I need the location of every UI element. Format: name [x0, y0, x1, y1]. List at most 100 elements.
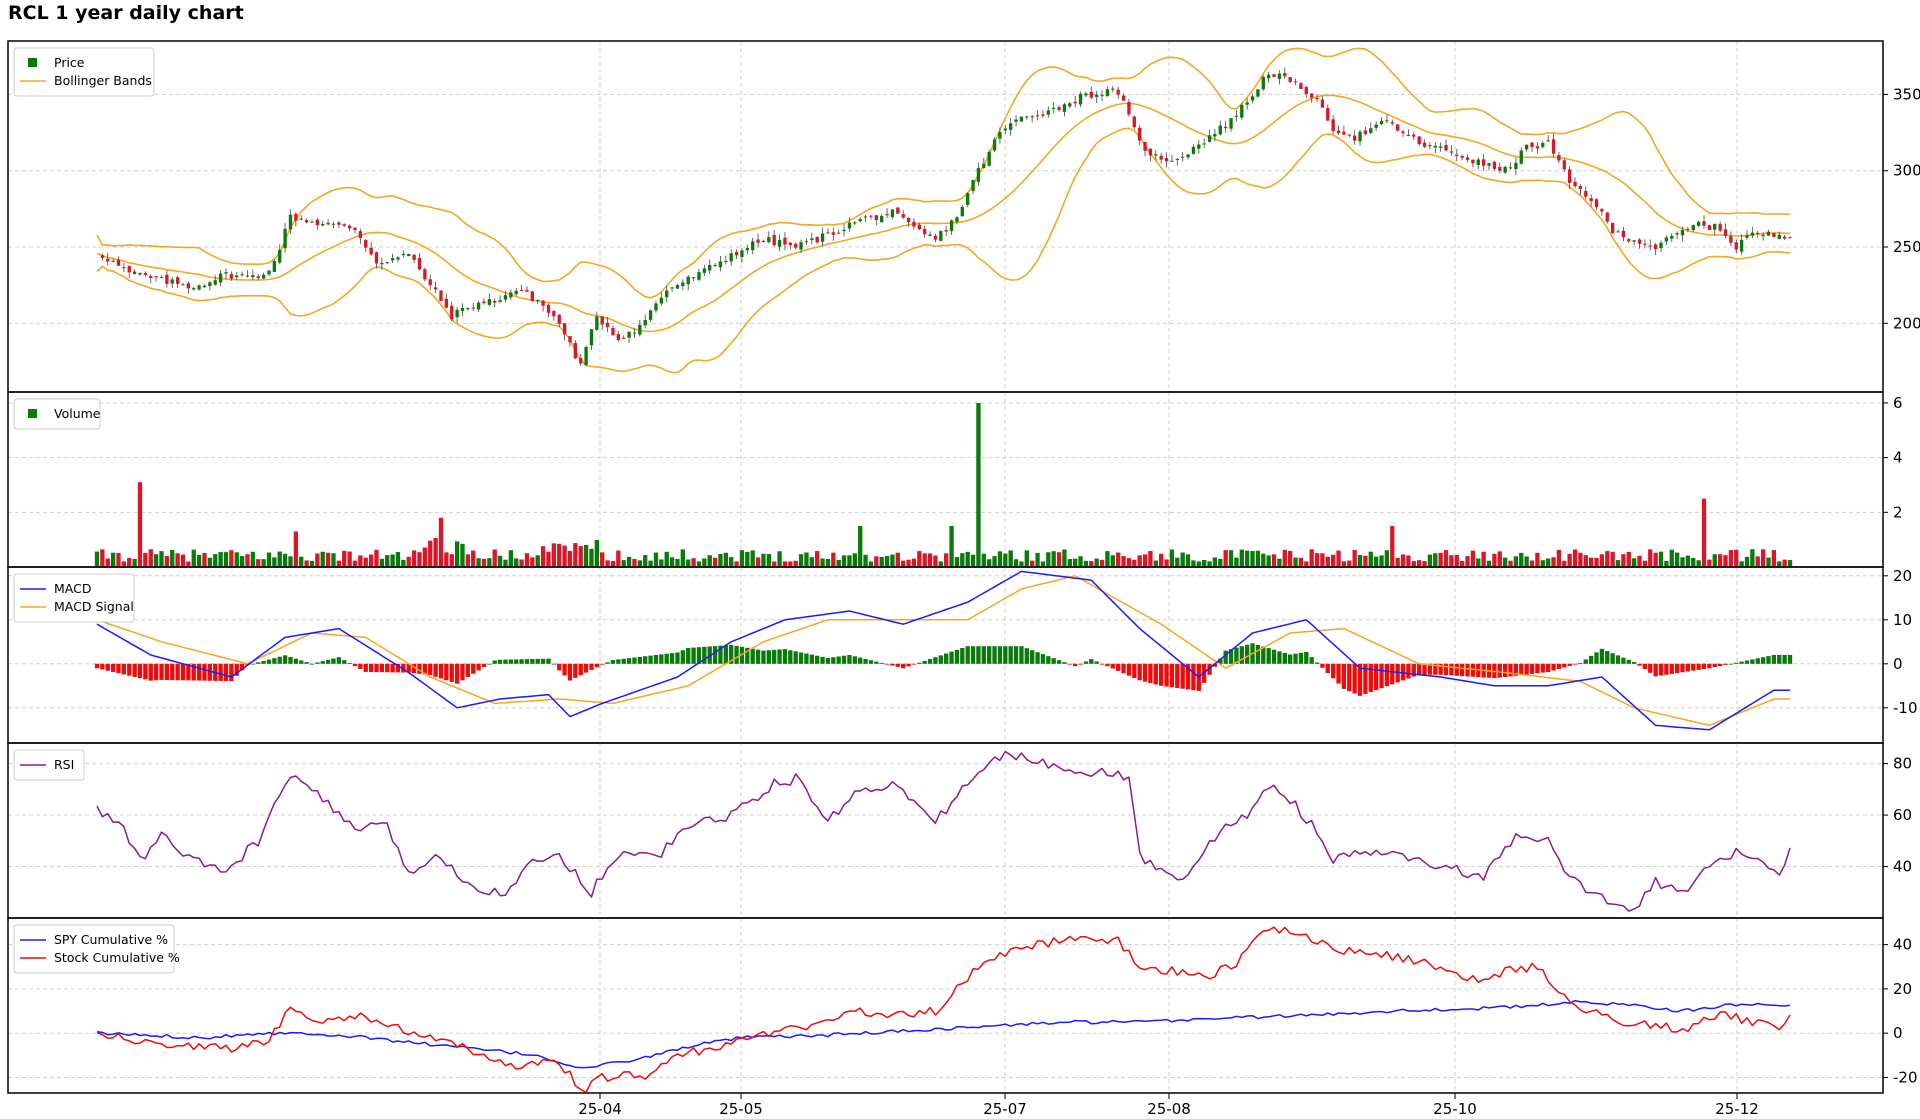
macd-histogram-bar: [1631, 662, 1637, 664]
macd-histogram-bar: [1734, 662, 1739, 664]
volume-bar: [1734, 549, 1739, 567]
candle-body: [138, 272, 142, 275]
candle-body: [616, 334, 620, 341]
macd-histogram-bar: [132, 663, 137, 677]
candle-body: [412, 254, 416, 260]
volume-bar: [1250, 551, 1255, 567]
macd-histogram-bar: [444, 663, 449, 681]
macd-histogram-bar: [1304, 651, 1309, 664]
candle-body: [1003, 128, 1007, 131]
candle-body: [256, 276, 260, 279]
volume-bar: [1406, 555, 1411, 567]
candle-body: [337, 222, 341, 225]
volume-bar: [1782, 559, 1787, 567]
macd-histogram-bar: [1470, 663, 1476, 677]
volume-bar: [1583, 555, 1588, 567]
volume-bar: [1578, 552, 1583, 567]
candle-body: [1707, 225, 1712, 231]
candle-body: [1089, 91, 1093, 98]
legend-label: SPY Cumulative %: [54, 932, 168, 947]
macd-histogram-bar: [293, 658, 299, 664]
volume-bar: [1373, 556, 1379, 567]
macd-histogram-bar: [256, 662, 261, 664]
macd-histogram-bar: [411, 663, 417, 674]
volume-bar: [702, 558, 707, 567]
macd-histogram-bar: [1347, 663, 1352, 692]
candle-body: [541, 300, 545, 306]
macd-histogram-bar: [573, 663, 578, 678]
volume-bar: [852, 553, 857, 567]
macd-histogram-bar: [272, 658, 277, 664]
candle-body: [1514, 162, 1518, 170]
candle-body: [654, 303, 658, 311]
volume-bar: [320, 551, 325, 567]
legend-label: Bollinger Bands: [54, 73, 152, 88]
volume-bar: [1567, 553, 1572, 567]
volume-bar: [1766, 557, 1771, 567]
volume-bar: [234, 552, 239, 567]
candle-body: [1138, 127, 1142, 141]
candle-body: [380, 263, 384, 265]
volume-bar: [1443, 550, 1449, 567]
macd-histogram-bar: [965, 646, 970, 664]
macd-histogram-bar: [949, 651, 954, 664]
macd-histogram-bar: [1605, 651, 1610, 664]
volume-bar: [363, 557, 368, 567]
macd-histogram-bar: [476, 663, 481, 671]
macd-histogram-bar: [535, 658, 540, 664]
macd-histogram-bar: [1191, 663, 1196, 691]
cumulative-panel: -20 0 20 40 SPY Cumulative % Stock Cumulative…: [7, 917, 1918, 1094]
macd-histogram-bar: [1110, 663, 1115, 669]
macd-histogram-bar: [1363, 663, 1368, 694]
candle-body: [1229, 118, 1233, 129]
macd-histogram-bar: [782, 649, 788, 664]
macd-histogram-bar: [1271, 649, 1277, 664]
candle-body: [1723, 229, 1728, 236]
candle-body: [1352, 135, 1357, 141]
macd-panel: -10 0 10 20 MACD MACD Signal: [7, 566, 1918, 744]
volume-bar: [1325, 556, 1330, 567]
candle-body: [1422, 142, 1427, 147]
candle-body: [751, 241, 755, 251]
macd-histogram-bar: [1545, 663, 1551, 672]
volume-bar: [250, 551, 256, 567]
volume-bar: [890, 554, 895, 567]
volume-bar: [1540, 560, 1545, 567]
bollinger-upper-line: [96, 47, 1791, 299]
candle-body: [1202, 143, 1206, 145]
volume-bar: [1083, 560, 1089, 567]
macd-histogram-bar: [1465, 663, 1470, 677]
macd-histogram-bar: [1148, 663, 1153, 684]
macd-histogram-bar: [428, 663, 433, 676]
volume-bar: [1626, 551, 1631, 567]
volume-bar: [793, 560, 798, 567]
volume-bar: [535, 555, 540, 567]
macd-histogram-bar: [352, 663, 358, 667]
candle-body: [1170, 160, 1174, 162]
macd-histogram-bar: [643, 656, 648, 664]
volume-bar: [1545, 558, 1551, 567]
candle-body: [933, 235, 938, 240]
volume-bar: [1282, 549, 1287, 567]
volume-bar: [1696, 560, 1701, 567]
volume-bar: [1750, 549, 1755, 567]
candle-body: [1508, 167, 1513, 169]
volume-bar: [1669, 549, 1674, 567]
candle-body: [433, 287, 438, 290]
legend-label: Volume: [54, 406, 101, 421]
macd-histogram-bar: [1357, 663, 1363, 696]
macd-histogram-bar: [1239, 646, 1244, 664]
volume-bar: [1245, 550, 1250, 567]
macd-histogram-bar: [1142, 663, 1148, 682]
macd-histogram-bar: [637, 656, 642, 664]
candle-body: [1648, 245, 1652, 247]
candle-body: [761, 240, 766, 242]
candle-body: [1347, 134, 1351, 136]
volume-bar: [1078, 556, 1083, 567]
candle-body: [971, 180, 975, 192]
macd-histogram-bar: [218, 663, 223, 681]
volume-bar: [1330, 554, 1336, 567]
volume-bar: [1390, 525, 1395, 567]
macd-histogram-bar: [148, 663, 153, 681]
volume-bar: [1707, 559, 1712, 567]
